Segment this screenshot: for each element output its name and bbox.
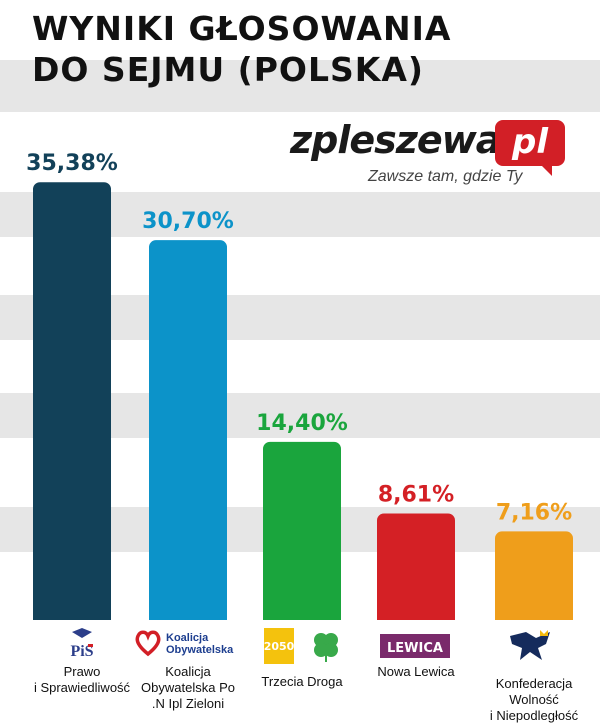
party-label-td: Trzecia Droga bbox=[261, 674, 343, 689]
td-2050-logo-icon: 2050 bbox=[264, 628, 294, 664]
bar-1 bbox=[149, 240, 227, 628]
party-label-ko: Koalicja Obywatelska Po .N Ipl Zieloni bbox=[141, 664, 235, 711]
chart-title-line2: DO SEJMU (POLSKA) bbox=[32, 50, 424, 89]
value-label-3: 8,61% bbox=[378, 482, 454, 507]
chart-title: WYNIKI GŁOSOWANIA DO SEJMU (POLSKA) bbox=[32, 8, 451, 90]
value-label-0: 35,38% bbox=[26, 151, 118, 176]
bar-2 bbox=[263, 441, 341, 628]
brand-tld: pl bbox=[495, 120, 565, 166]
brand-logo: zpleszewa. pl Zawsze tam, gdzie Ty bbox=[290, 118, 580, 198]
value-label-1: 30,70% bbox=[142, 209, 234, 234]
ko-logo-icon: Koalicja Obywatelska bbox=[135, 630, 234, 657]
bar-3 bbox=[377, 513, 455, 628]
pis-logo-icon: PiS bbox=[70, 628, 94, 660]
party-label-pis: Prawo i Sprawiedliwość bbox=[33, 664, 131, 695]
bar-4 bbox=[495, 531, 573, 628]
lewica-logo-text: LEWICA bbox=[387, 641, 443, 656]
baseline-mask bbox=[0, 620, 600, 720]
background-band bbox=[0, 60, 600, 112]
konfederacja-eagle-icon bbox=[510, 630, 550, 660]
ko-logo-line1: Koalicja bbox=[166, 632, 209, 644]
value-label-4: 7,16% bbox=[496, 500, 572, 525]
bar-0 bbox=[33, 182, 111, 629]
value-label-2: 14,40% bbox=[256, 411, 348, 436]
pis-logo-text: PiS bbox=[70, 643, 93, 660]
chart-title-line1: WYNIKI GŁOSOWANIA bbox=[32, 9, 452, 48]
td-2050-text: 2050 bbox=[264, 640, 294, 653]
brand-speech-tail bbox=[538, 162, 552, 176]
brand-name: zpleszewa. bbox=[290, 118, 515, 162]
brand-tagline: Zawsze tam, gdzie Ty bbox=[368, 168, 523, 185]
party-label-lewica: Nowa Lewica bbox=[377, 664, 455, 679]
lewica-logo-icon: LEWICA bbox=[380, 634, 450, 658]
party-label-konfederacja: Konfederacja Wolność i Niepodległość bbox=[489, 676, 579, 723]
psl-clover-icon bbox=[314, 633, 338, 662]
ko-logo-line2: Obywatelska bbox=[166, 644, 234, 656]
